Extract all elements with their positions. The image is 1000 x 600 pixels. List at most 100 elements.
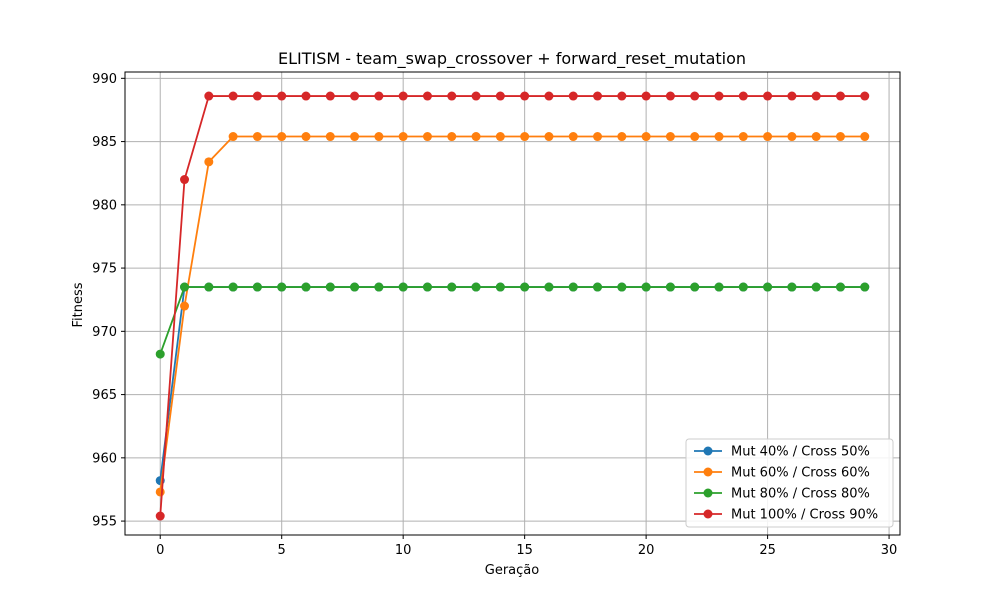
data-point [544, 282, 554, 292]
data-point [422, 282, 432, 292]
data-point [568, 91, 578, 101]
data-point [277, 91, 287, 101]
data-point [860, 91, 870, 101]
data-point [155, 511, 165, 521]
data-point [641, 91, 651, 101]
data-point [325, 282, 335, 292]
x-axis-label: Geração [485, 563, 539, 578]
y-tick-label: 985 [92, 135, 117, 150]
x-tick-label: 15 [516, 543, 533, 558]
data-point [155, 487, 165, 497]
data-point [325, 132, 335, 142]
data-point [228, 91, 238, 101]
y-tick-label: 975 [92, 262, 117, 277]
data-point [301, 282, 311, 292]
data-point [495, 132, 505, 142]
data-point [738, 132, 748, 142]
legend-item: Mut 60% / Cross 60% [694, 466, 870, 481]
legend-label: Mut 80% / Cross 80% [731, 487, 870, 502]
data-point [617, 132, 627, 142]
data-point [350, 132, 360, 142]
data-point [835, 282, 845, 292]
data-point [155, 349, 165, 359]
data-point [471, 282, 481, 292]
data-point [835, 132, 845, 142]
data-point [520, 132, 530, 142]
x-tick-label: 25 [759, 543, 776, 558]
legend-item: Mut 40% / Cross 50% [694, 445, 870, 460]
series-3 [155, 282, 870, 359]
data-point [568, 132, 578, 142]
data-point [374, 132, 384, 142]
data-point [787, 282, 797, 292]
data-point [252, 132, 262, 142]
data-point [180, 301, 190, 311]
data-point [738, 282, 748, 292]
data-point [204, 91, 214, 101]
chart-title: ELITISM - team_swap_crossover + forward_… [278, 49, 746, 69]
data-point [544, 91, 554, 101]
series-4 [155, 91, 870, 521]
data-point [228, 282, 238, 292]
data-point [204, 282, 214, 292]
data-point [447, 132, 457, 142]
x-tick-label: 10 [395, 543, 412, 558]
y-tick-label: 965 [92, 388, 117, 403]
legend: Mut 40% / Cross 50% Mut 60% / Cross 60% Mu… [685, 438, 894, 528]
axis-ticks: 0 5 10 15 20 25 30 955 960 965 970 975 980 985 990 [92, 72, 897, 558]
y-axis-label: Fitness [71, 282, 86, 327]
data-point [665, 132, 675, 142]
y-tick-label: 955 [92, 515, 117, 530]
data-point [690, 132, 700, 142]
y-tick-label: 980 [92, 198, 117, 213]
data-point [763, 282, 773, 292]
data-point [811, 132, 821, 142]
data-point [787, 91, 797, 101]
data-point [277, 132, 287, 142]
plot-frame [124, 71, 901, 536]
legend-label: Mut 40% / Cross 50% [731, 445, 870, 460]
data-point [252, 282, 262, 292]
data-point [617, 282, 627, 292]
data-point [714, 91, 724, 101]
data-point [350, 282, 360, 292]
data-point [520, 91, 530, 101]
data-point [593, 132, 603, 142]
data-point [228, 132, 238, 142]
data-point [811, 282, 821, 292]
data-point [495, 282, 505, 292]
y-tick-label: 990 [92, 72, 117, 87]
series-2 [155, 132, 870, 497]
legend-marker [703, 467, 713, 477]
data-point [690, 282, 700, 292]
data-point [398, 132, 408, 142]
data-point [447, 282, 457, 292]
data-point [374, 282, 384, 292]
data-point [714, 282, 724, 292]
data-point [398, 91, 408, 101]
legend-item: Mut 80% / Cross 80% [694, 487, 870, 502]
data-point [252, 91, 262, 101]
data-point [422, 91, 432, 101]
legend-marker [703, 446, 713, 456]
data-point [447, 91, 457, 101]
data-point [738, 91, 748, 101]
legend-box [685, 438, 894, 528]
data-point [787, 132, 797, 142]
data-point [714, 132, 724, 142]
data-point [301, 132, 311, 142]
data-point [180, 282, 190, 292]
data-point [860, 282, 870, 292]
data-point [374, 91, 384, 101]
legend-marker [703, 509, 713, 519]
x-tick-label: 0 [156, 543, 164, 558]
x-tick-label: 30 [881, 543, 898, 558]
data-point [763, 132, 773, 142]
data-point [665, 282, 675, 292]
data-point [568, 282, 578, 292]
x-tick-label: 5 [278, 543, 286, 558]
data-point [811, 91, 821, 101]
data-point [350, 91, 360, 101]
data-point [593, 282, 603, 292]
